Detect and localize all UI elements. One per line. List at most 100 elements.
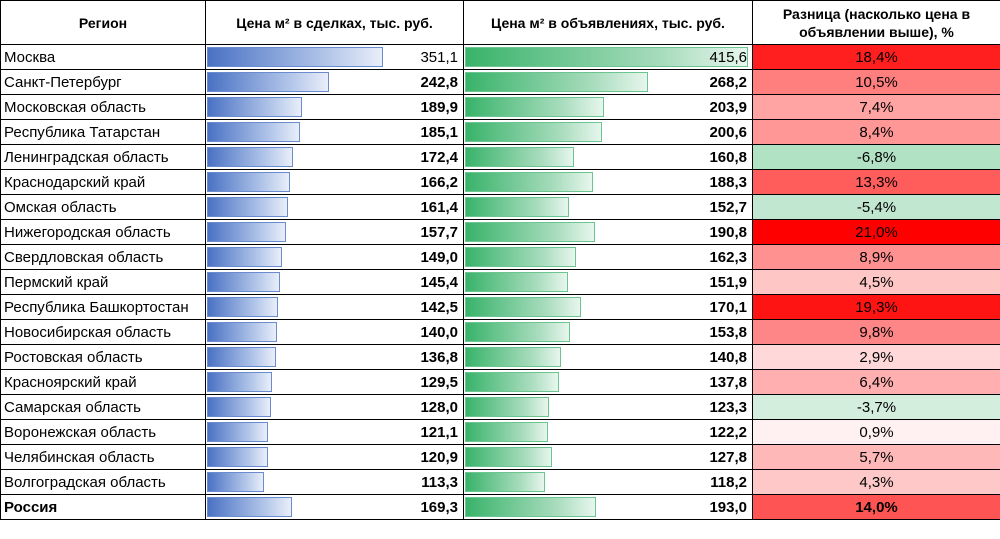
deal-price-value: 140,0 xyxy=(420,323,458,341)
difference-cell: 14,0% xyxy=(752,494,1000,520)
deal-price-bar xyxy=(207,122,300,142)
deal-price-cell: 242,8 xyxy=(205,69,464,95)
ad-price-cell: 170,1 xyxy=(463,294,753,320)
ad-price-value: 127,8 xyxy=(709,448,747,466)
deal-price-bar xyxy=(207,472,264,492)
ad-price-cell: 415,6 xyxy=(463,44,753,70)
deal-price-value: 149,0 xyxy=(420,248,458,266)
ad-price-bar xyxy=(465,297,581,317)
region-cell: Краснодарский край xyxy=(0,169,206,195)
deal-price-cell: 157,7 xyxy=(205,219,464,245)
region-cell: Ленинградская область xyxy=(0,144,206,170)
deal-price-cell: 140,0 xyxy=(205,319,464,345)
table-row: Москва 351,1 415,6 18,4% xyxy=(0,44,1000,70)
ad-price-cell: 203,9 xyxy=(463,94,753,120)
ad-price-bar xyxy=(465,147,574,167)
region-cell: Россия xyxy=(0,494,206,520)
difference-cell: 9,8% xyxy=(752,319,1000,345)
table-row: Московская область 189,9 203,9 7,4% xyxy=(0,94,1000,120)
deal-price-bar xyxy=(207,322,277,342)
deal-price-bar xyxy=(207,222,286,242)
ad-price-value: 123,3 xyxy=(709,398,747,416)
deal-price-value: 136,8 xyxy=(420,348,458,366)
difference-cell: 7,4% xyxy=(752,94,1000,120)
deal-price-cell: 189,9 xyxy=(205,94,464,120)
deal-price-bar xyxy=(207,397,271,417)
region-cell: Красноярский край xyxy=(0,369,206,395)
table-row: Ленинградская область 172,4 160,8 -6,8% xyxy=(0,144,1000,170)
deal-price-cell: 166,2 xyxy=(205,169,464,195)
deal-price-bar xyxy=(207,247,282,267)
difference-cell: 8,4% xyxy=(752,119,1000,145)
ad-price-bar xyxy=(465,447,552,467)
ad-price-value: 137,8 xyxy=(709,373,747,391)
difference-cell: 10,5% xyxy=(752,69,1000,95)
ad-price-value: 160,8 xyxy=(709,148,747,166)
difference-cell: 19,3% xyxy=(752,294,1000,320)
header-row: Регион Цена м² в сделках, тыс. руб. Цена… xyxy=(0,0,1000,45)
ad-price-value: 162,3 xyxy=(709,248,747,266)
deal-price-value: 113,3 xyxy=(421,473,458,491)
deal-price-bar xyxy=(207,372,272,392)
table-body: Москва 351,1 415,6 18,4% Санкт-Петербург 242,… xyxy=(0,44,1000,520)
region-cell: Республика Башкортостан xyxy=(0,294,206,320)
deal-price-bar xyxy=(207,347,276,367)
deal-price-bar xyxy=(207,272,280,292)
ad-price-cell: 152,7 xyxy=(463,194,753,220)
table-row: Красноярский край 129,5 137,8 6,4% xyxy=(0,369,1000,395)
deal-price-value: 185,1 xyxy=(420,123,458,141)
deal-price-cell: 142,5 xyxy=(205,294,464,320)
ad-price-cell: 200,6 xyxy=(463,119,753,145)
region-cell: Московская область xyxy=(0,94,206,120)
deal-price-cell: 121,1 xyxy=(205,419,464,445)
deal-price-cell: 149,0 xyxy=(205,244,464,270)
deal-price-value: 129,5 xyxy=(420,373,458,391)
deal-price-cell: 161,4 xyxy=(205,194,464,220)
deal-price-bar xyxy=(207,47,383,67)
table-row: Воронежская область 121,1 122,2 0,9% xyxy=(0,419,1000,445)
table-row: Свердловская область 149,0 162,3 8,9% xyxy=(0,244,1000,270)
deal-price-value: 172,4 xyxy=(420,148,458,166)
region-cell: Свердловская область xyxy=(0,244,206,270)
price-comparison-table: Регион Цена м² в сделках, тыс. руб. Цена… xyxy=(0,0,1000,520)
ad-price-bar xyxy=(465,322,570,342)
table-row: Пермский край 145,4 151,9 4,5% xyxy=(0,269,1000,295)
header-difference: Разница (насколько цена в объявлении выш… xyxy=(752,0,1000,45)
ad-price-value: 190,8 xyxy=(709,223,747,241)
region-cell: Воронежская область xyxy=(0,419,206,445)
total-row: Россия 169,3 193,0 14,0% xyxy=(0,494,1000,520)
ad-price-cell: 193,0 xyxy=(463,494,753,520)
region-cell: Санкт-Петербург xyxy=(0,69,206,95)
table-row: Республика Башкортостан 142,5 170,1 19,3% xyxy=(0,294,1000,320)
ad-price-cell: 188,3 xyxy=(463,169,753,195)
ad-price-bar xyxy=(465,372,559,392)
difference-cell: 18,4% xyxy=(752,44,1000,70)
deal-price-value: 166,2 xyxy=(420,173,458,191)
deal-price-cell: 136,8 xyxy=(205,344,464,370)
ad-price-value: 152,7 xyxy=(709,198,747,216)
ad-price-cell: 123,3 xyxy=(463,394,753,420)
deal-price-cell: 172,4 xyxy=(205,144,464,170)
deal-price-value: 157,7 xyxy=(420,223,458,241)
ad-price-value: 193,0 xyxy=(709,498,747,516)
deal-price-value: 169,3 xyxy=(420,498,458,516)
ad-price-bar xyxy=(465,247,576,267)
ad-price-value: 118,2 xyxy=(710,473,747,491)
ad-price-bar xyxy=(465,347,561,367)
ad-price-bar xyxy=(465,422,548,442)
difference-cell: -6,8% xyxy=(752,144,1000,170)
region-cell: Ростовская область xyxy=(0,344,206,370)
deal-price-bar xyxy=(207,297,278,317)
table-row: Омская область 161,4 152,7 -5,4% xyxy=(0,194,1000,220)
ad-price-bar xyxy=(465,47,748,67)
difference-cell: -5,4% xyxy=(752,194,1000,220)
deal-price-bar xyxy=(207,147,293,167)
difference-cell: 13,3% xyxy=(752,169,1000,195)
ad-price-value: 122,2 xyxy=(709,423,747,441)
deal-price-bar xyxy=(207,97,302,117)
ad-price-value: 140,8 xyxy=(709,348,747,366)
ad-price-bar xyxy=(465,497,596,517)
ad-price-cell: 268,2 xyxy=(463,69,753,95)
deal-price-value: 145,4 xyxy=(420,273,458,291)
